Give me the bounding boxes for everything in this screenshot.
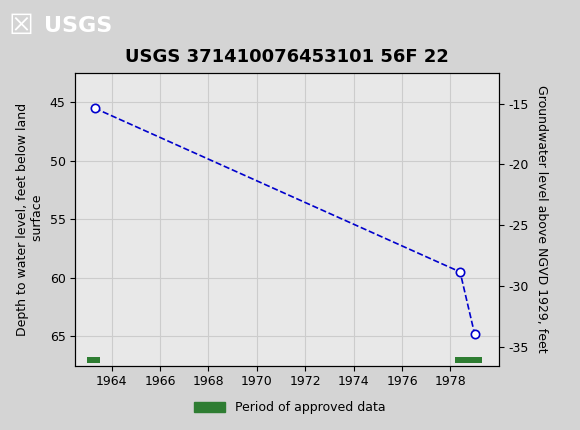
Legend: Period of approved data: Period of approved data <box>189 396 391 419</box>
Title: USGS 371410076453101 56F 22: USGS 371410076453101 56F 22 <box>125 48 449 66</box>
Text: ☒: ☒ <box>9 12 34 40</box>
Bar <box>88 357 100 362</box>
Y-axis label: Groundwater level above NGVD 1929, feet: Groundwater level above NGVD 1929, feet <box>535 86 548 353</box>
Y-axis label: Depth to water level, feet below land
 surface: Depth to water level, feet below land su… <box>16 103 44 336</box>
Text: USGS: USGS <box>44 16 112 36</box>
Bar <box>455 357 482 362</box>
